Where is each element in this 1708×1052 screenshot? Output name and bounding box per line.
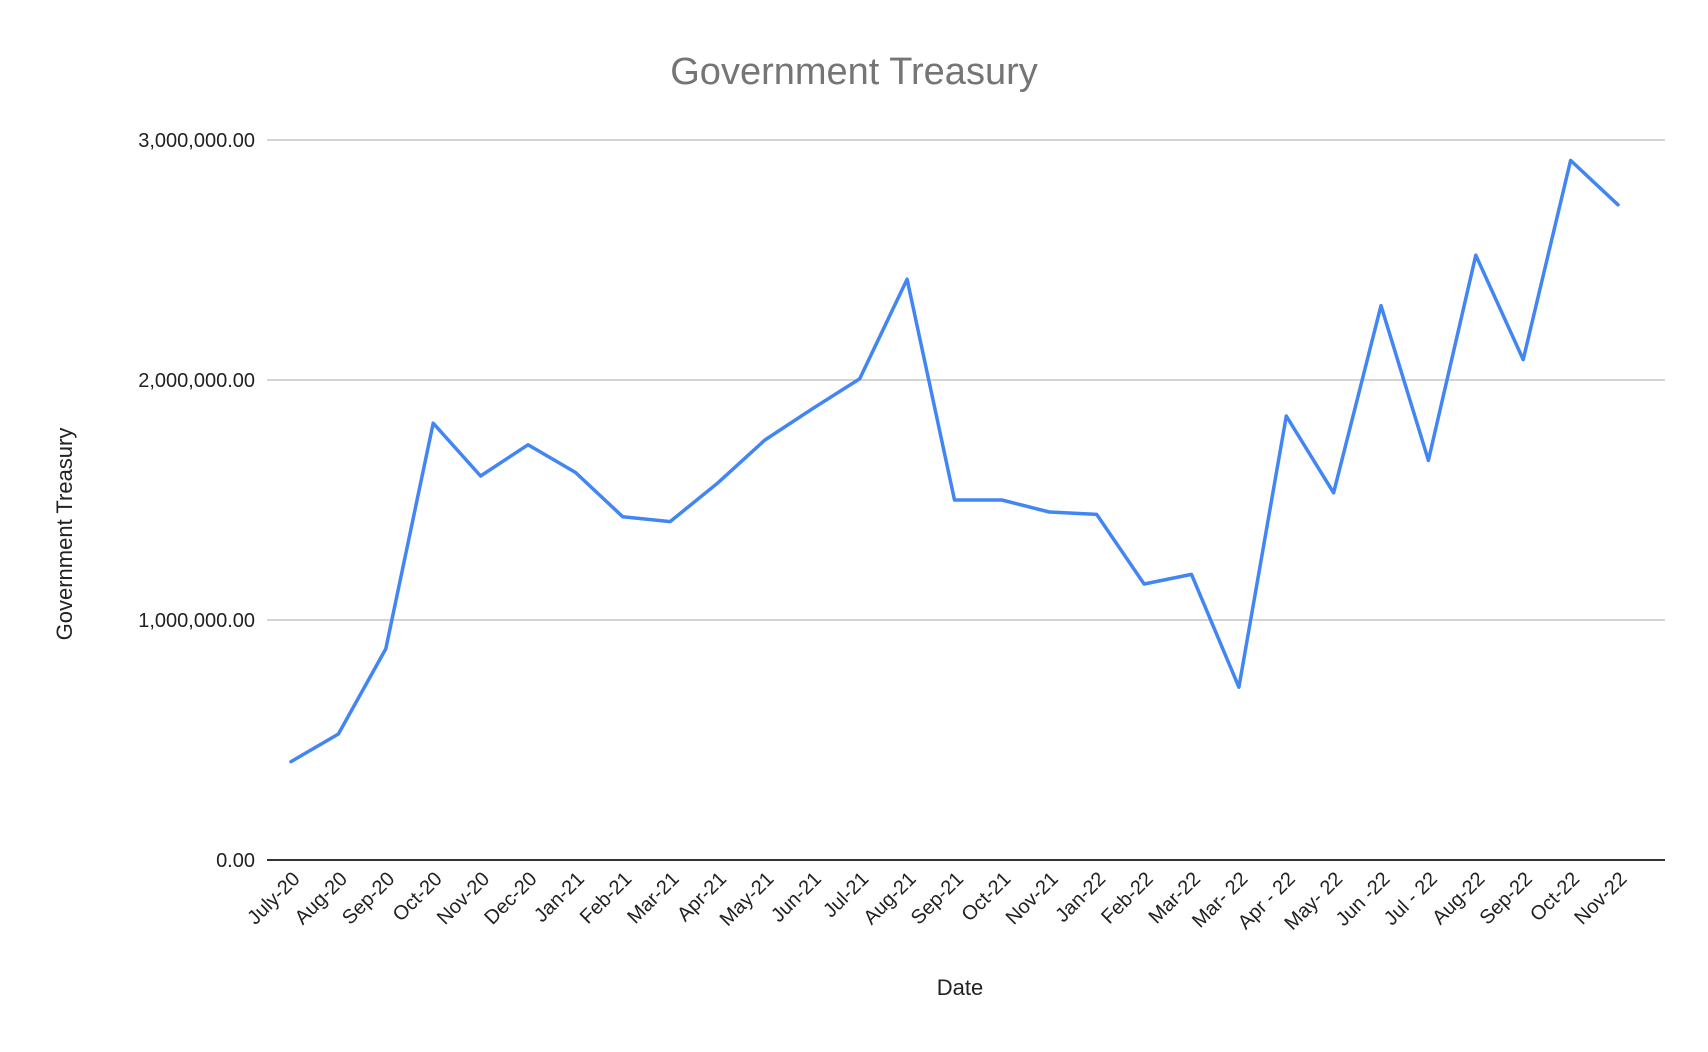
y-axis-tick-labels: 0.00 1,000,000.00 2,000,000.00 3,000,000.00 — [138, 130, 255, 872]
x-tick-label: Aug-21 — [859, 868, 920, 929]
x-tick-label: Mar-21 — [623, 868, 683, 928]
x-axis-title: Date — [937, 975, 983, 1000]
series-line — [289, 158, 1620, 764]
x-tick-label: May-21 — [716, 868, 779, 931]
x-tick-label: Feb-22 — [1097, 868, 1157, 928]
y-tick-label: 2,000,000.00 — [138, 370, 255, 392]
x-tick-label: Jun -22 — [1332, 868, 1395, 931]
x-tick-label: Sep-21 — [907, 868, 968, 929]
x-tick-label: Jul - 22 — [1380, 868, 1442, 930]
y-tick-label: 0.00 — [216, 850, 255, 872]
x-tick-label: Sep-22 — [1476, 868, 1537, 929]
chart-title: Government Treasury — [670, 51, 1037, 93]
x-tick-label: Nov-22 — [1570, 868, 1631, 929]
y-tick-label: 1,000,000.00 — [138, 610, 255, 632]
x-tick-label: Aug-20 — [291, 868, 352, 929]
x-tick-label: Feb-21 — [576, 868, 636, 928]
x-tick-label: Sep-20 — [338, 868, 399, 929]
series-lines — [289, 158, 1620, 764]
x-tick-label: Dec-20 — [480, 868, 541, 929]
x-tick-label: Nov-20 — [433, 868, 494, 929]
x-axis-tick-labels: July-20Aug-20Sep-20Oct-20Nov-20Dec-20Jan… — [243, 868, 1631, 935]
x-tick-label: Jun-21 — [767, 868, 826, 927]
y-tick-label: 3,000,000.00 — [138, 130, 255, 152]
x-tick-label: July-20 — [243, 868, 304, 929]
y-axis-title: Government Treasury — [52, 428, 77, 641]
x-tick-label: Aug-22 — [1428, 868, 1489, 929]
x-tick-label: Nov-21 — [1002, 868, 1063, 929]
gridlines — [267, 139, 1665, 621]
